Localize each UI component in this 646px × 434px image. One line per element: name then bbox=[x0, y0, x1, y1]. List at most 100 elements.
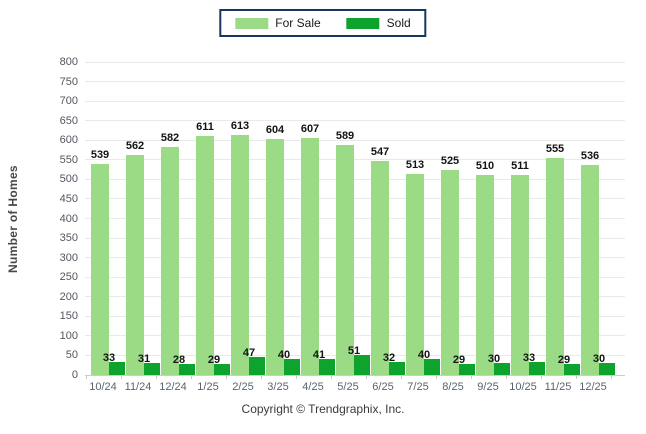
legend-label-sold: Sold bbox=[386, 16, 411, 30]
sold-value-label: 33 bbox=[102, 352, 116, 365]
gridline bbox=[85, 257, 625, 259]
x-category-label: 4/25 bbox=[302, 381, 324, 393]
y-tick-label: 400 bbox=[59, 212, 78, 225]
bar-sold bbox=[494, 363, 510, 375]
y-tick-label: 800 bbox=[59, 56, 78, 68]
bar-sold bbox=[354, 355, 370, 375]
y-tick-label: 200 bbox=[59, 290, 78, 303]
x-category-label: 3/25 bbox=[267, 381, 289, 393]
y-tick-label: 50 bbox=[65, 349, 78, 362]
for-sale-value-label: 555 bbox=[545, 142, 565, 155]
sold-swatch-icon bbox=[346, 17, 380, 29]
sold-value-label: 29 bbox=[452, 353, 466, 366]
sold-value-label: 41 bbox=[312, 348, 326, 361]
y-axis: 0 50 100 150 200 250 300 350 400 450 500 550 600 650 7… bbox=[36, 57, 78, 381]
x-category-label: 1/25 bbox=[197, 381, 219, 393]
x-axis-tick bbox=[610, 375, 612, 379]
x-axis-tick bbox=[470, 375, 472, 379]
x-axis-tick bbox=[540, 375, 542, 379]
y-tick-label: 250 bbox=[59, 271, 78, 284]
bar-sold bbox=[144, 362, 160, 375]
x-axis-tick bbox=[260, 375, 262, 379]
for-sale-value-label: 589 bbox=[335, 129, 355, 142]
bar-sold bbox=[389, 362, 405, 375]
y-tick-label: 500 bbox=[59, 173, 78, 186]
x-category-label: 10/25 bbox=[509, 381, 537, 393]
sold-value-label: 40 bbox=[417, 349, 431, 362]
bar-for-sale bbox=[476, 175, 494, 375]
copyright-text: Copyright © Trendgraphix, Inc. bbox=[241, 402, 405, 416]
x-axis-tick bbox=[400, 375, 402, 379]
legend: For Sale Sold bbox=[219, 9, 427, 37]
y-tick-label: 350 bbox=[59, 232, 78, 245]
bar-sold bbox=[424, 359, 440, 375]
bar-for-sale bbox=[196, 135, 214, 375]
x-category-label: 12/24 bbox=[159, 381, 187, 393]
sold-value-label: 29 bbox=[557, 353, 571, 366]
bar-for-sale bbox=[231, 135, 249, 375]
gridline bbox=[85, 178, 625, 180]
y-tick-label: 650 bbox=[59, 114, 78, 127]
for-sale-value-label: 513 bbox=[405, 159, 425, 172]
sold-value-label: 40 bbox=[277, 349, 291, 362]
x-axis-tick bbox=[85, 375, 87, 379]
gridline bbox=[85, 81, 625, 83]
y-tick-label: 450 bbox=[59, 192, 78, 205]
x-category-label: 2/25 bbox=[232, 381, 254, 393]
sold-value-label: 51 bbox=[347, 345, 361, 358]
x-axis-tick bbox=[190, 375, 192, 379]
x-category-label: 6/25 bbox=[372, 381, 394, 393]
for-sale-value-label: 510 bbox=[475, 160, 495, 173]
for-sale-value-label: 511 bbox=[511, 160, 529, 173]
y-tick-label: 550 bbox=[59, 153, 78, 166]
gridline bbox=[85, 296, 625, 298]
bar-for-sale bbox=[91, 164, 109, 375]
y-tick-label: 700 bbox=[59, 95, 78, 108]
x-category-label: 12/25 bbox=[579, 381, 607, 393]
y-tick-label: 750 bbox=[59, 75, 78, 88]
legend-entry-for-sale: For Sale bbox=[235, 16, 321, 30]
bar-for-sale bbox=[161, 147, 179, 375]
bar-for-sale bbox=[546, 157, 564, 375]
sold-value-label: 33 bbox=[522, 352, 536, 365]
bar-sold bbox=[249, 356, 265, 375]
for-sale-value-label: 611 bbox=[196, 120, 214, 133]
sold-value-label: 32 bbox=[382, 352, 396, 365]
x-category-label: 8/25 bbox=[442, 381, 464, 393]
for-sale-value-label: 547 bbox=[370, 145, 390, 158]
for-sale-value-label: 562 bbox=[125, 140, 145, 153]
for-sale-value-label: 582 bbox=[160, 132, 180, 145]
gridline bbox=[85, 276, 625, 278]
x-axis-tick bbox=[575, 375, 577, 379]
gridline bbox=[85, 218, 625, 219]
x-axis-tick bbox=[435, 375, 437, 379]
x-category-label: 5/25 bbox=[337, 381, 359, 393]
x-axis-tick bbox=[295, 375, 297, 379]
x-axis-tick bbox=[505, 375, 507, 379]
legend-entry-sold: Sold bbox=[346, 16, 411, 30]
x-category-label: 7/25 bbox=[407, 381, 429, 393]
bar-for-sale bbox=[581, 165, 599, 375]
for-sale-value-label: 604 bbox=[265, 123, 285, 136]
x-axis-tick bbox=[330, 375, 332, 379]
bar-for-sale bbox=[266, 138, 284, 375]
bar-sold bbox=[179, 364, 195, 375]
bar-sold bbox=[529, 362, 545, 375]
bar-sold bbox=[284, 359, 300, 375]
for-sale-value-label: 525 bbox=[440, 154, 460, 167]
y-tick-label: 100 bbox=[59, 329, 78, 342]
y-axis-title: Number of Homes bbox=[6, 165, 20, 273]
bar-for-sale bbox=[371, 161, 389, 375]
gridline bbox=[85, 198, 625, 200]
gridline bbox=[85, 335, 625, 337]
bar-for-sale bbox=[511, 175, 529, 375]
x-category-label: 11/25 bbox=[544, 381, 572, 393]
x-category-label: 11/24 bbox=[124, 381, 152, 393]
sold-value-label: 31 bbox=[137, 352, 151, 365]
for-sale-value-label: 539 bbox=[90, 149, 110, 162]
gridline bbox=[85, 139, 625, 141]
y-tick-label: 150 bbox=[59, 310, 78, 323]
sold-value-label: 30 bbox=[592, 353, 606, 366]
bar-sold bbox=[599, 363, 615, 375]
